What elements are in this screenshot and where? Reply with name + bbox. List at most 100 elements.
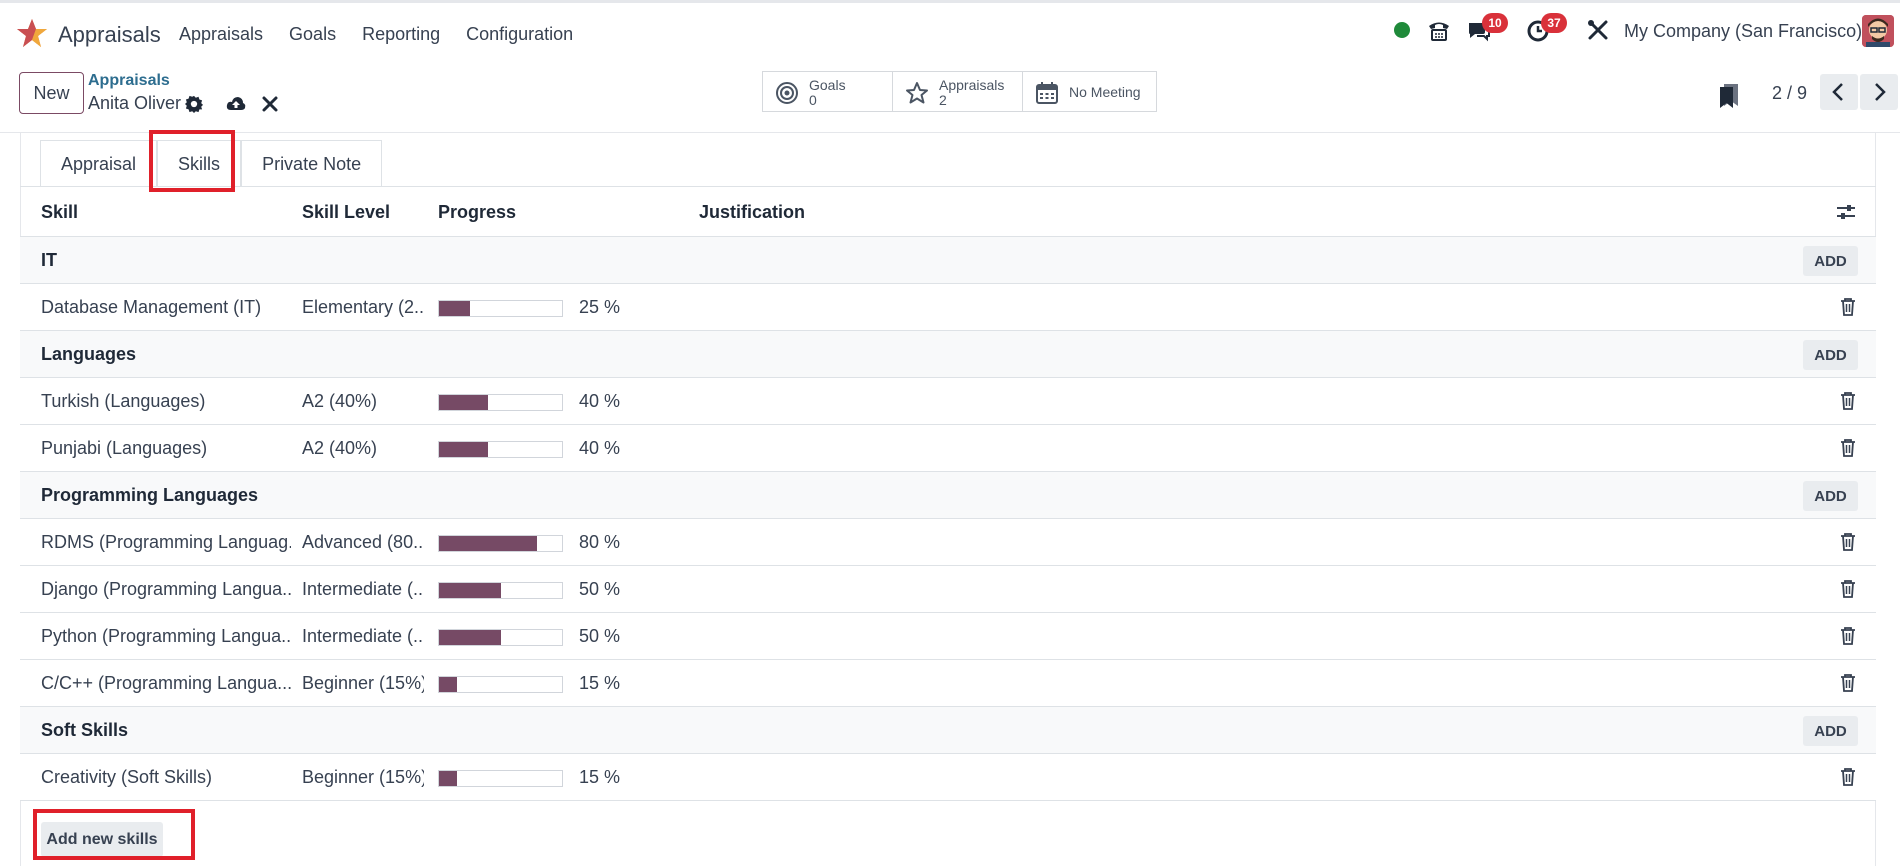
progress-bar [438,535,563,552]
presence-status-icon[interactable] [1394,22,1410,38]
table-header: Skill Skill Level Progress Justification [20,187,1876,237]
discard-close-icon[interactable] [261,95,279,113]
skill-name[interactable]: Turkish (Languages) [41,391,206,411]
trash-icon[interactable] [1840,298,1856,316]
skill-level[interactable]: Beginner (15%) [302,673,424,693]
menu-reporting[interactable]: Reporting [362,24,441,44]
skill-row[interactable]: Python (Programming Langua... Intermedia… [20,613,1876,660]
main-navbar: Appraisals Appraisals Goals Reporting Co… [0,3,1900,63]
progress-value: 15 % [579,673,621,693]
progress-value: 15 % [579,767,621,787]
add-skill-button[interactable]: ADD [1803,716,1858,746]
tabs-divider [20,186,1876,187]
progress-fill [439,395,489,410]
skill-level[interactable]: Intermediate (... [302,579,424,599]
skill-row[interactable]: Turkish (Languages) A2 (40%) 40 % [20,378,1876,425]
progress-fill [439,583,501,598]
skill-row[interactable]: RDMS (Programming Languag... Advanced (8… [20,519,1876,566]
skill-name[interactable]: C/C++ (Programming Langua... [41,673,291,693]
skill-level[interactable]: Intermediate (... [302,626,424,646]
trash-icon[interactable] [1840,768,1856,786]
trash-icon[interactable] [1840,580,1856,598]
smart-button-goals[interactable]: Goals 0 [762,71,893,112]
progress-fill [439,771,458,786]
user-avatar[interactable] [1862,15,1894,47]
progress-bar [438,770,563,787]
progress-fill [439,536,538,551]
progress-bar [438,394,563,411]
user-avatar-icon [1862,15,1894,47]
skill-row[interactable]: Punjabi (Languages) A2 (40%) 40 % [20,425,1876,472]
company-switcher[interactable]: My Company (San Francisco) [1624,21,1863,41]
skill-row[interactable]: Django (Programming Langua... Intermedia… [20,566,1876,613]
skill-level[interactable]: Advanced (80... [302,532,424,552]
skill-name[interactable]: Django (Programming Langua... [41,579,291,599]
skill-name[interactable]: Punjabi (Languages) [41,438,208,458]
tab-private-note[interactable]: Private Note [241,140,383,187]
add-skill-button[interactable]: ADD [1803,481,1858,511]
skill-level[interactable]: A2 (40%) [302,391,378,411]
app-name[interactable]: Appraisals [58,22,161,47]
group-row-it: IT ADD [20,237,1876,284]
skill-name[interactable]: Database Management (IT) [41,297,262,317]
group-label: IT [41,250,57,270]
bullseye-icon [776,82,798,104]
progress-bar [438,676,563,693]
tab-skills[interactable]: Skills [157,140,242,187]
skill-name[interactable]: RDMS (Programming Languag... [41,532,291,552]
meeting-label: No Meeting [1069,84,1141,100]
trash-icon[interactable] [1840,674,1856,692]
trash-icon[interactable] [1840,392,1856,410]
app-logo-icon[interactable] [16,17,48,49]
skill-name[interactable]: Python (Programming Langua... [41,626,291,646]
header-skill-level[interactable]: Skill Level [302,202,391,222]
bookmark-icon[interactable] [1718,81,1740,109]
header-justification[interactable]: Justification [699,202,806,222]
menu-goals[interactable]: Goals [289,24,337,44]
progress-value: 40 % [579,391,621,411]
smart-button-appraisals[interactable]: Appraisals 2 [892,71,1023,112]
menu-appraisals[interactable]: Appraisals [179,24,264,44]
add-skill-button[interactable]: ADD [1803,340,1858,370]
trash-icon[interactable] [1840,533,1856,551]
debug-tools-icon[interactable] [1585,17,1611,43]
trash-icon[interactable] [1840,439,1856,457]
menu-configuration[interactable]: Configuration [466,24,574,44]
skill-level[interactable]: Beginner (15%) [302,767,424,787]
star-icon [906,82,928,104]
smart-button-meeting[interactable]: No Meeting [1022,71,1157,112]
top-menu: Appraisals Goals Reporting Configuration [179,24,573,45]
breadcrumb-appraisals[interactable]: Appraisals [88,72,170,89]
gear-icon[interactable] [185,95,203,113]
skill-row[interactable]: C/C++ (Programming Langua... Beginner (1… [20,660,1876,707]
save-cloud-icon[interactable] [226,94,246,114]
progress-fill [439,301,470,316]
progress-fill [439,677,458,692]
skill-level[interactable]: Elementary (2... [302,297,424,317]
group-row-soft-skills: Soft Skills ADD [20,707,1876,754]
progress-bar [438,582,563,599]
chevron-left-icon [1832,83,1843,101]
optional-columns-icon[interactable] [1836,203,1856,221]
skill-level[interactable]: A2 (40%) [302,438,378,458]
add-skill-button[interactable]: ADD [1803,246,1858,276]
group-row-programming-languages: Programming Languages ADD [20,472,1876,519]
progress-bar [438,300,563,317]
header-progress[interactable]: Progress [438,202,517,222]
trash-icon[interactable] [1840,627,1856,645]
skill-name[interactable]: Creativity (Soft Skills) [41,767,213,787]
progress-fill [439,442,489,457]
control-panel: New Appraisals Anita Oliver Goals 0 Appr… [0,63,1900,133]
group-label: Soft Skills [41,720,129,740]
tab-appraisal[interactable]: Appraisal [40,140,158,187]
pager-previous-button[interactable] [1820,74,1858,110]
new-button[interactable]: New [19,72,84,114]
pager-next-button[interactable] [1860,74,1898,110]
phone-icon[interactable] [1426,17,1452,43]
pager-value[interactable]: 2 / 9 [1772,83,1808,103]
skill-row[interactable]: Database Management (IT) Elementary (2..… [20,284,1876,331]
appraisals-label: Appraisals [939,77,1005,93]
add-new-skills-button[interactable]: Add new skills [41,822,163,857]
header-skill[interactable]: Skill [41,202,79,222]
skill-row[interactable]: Creativity (Soft Skills) Beginner (15%) … [20,754,1876,801]
